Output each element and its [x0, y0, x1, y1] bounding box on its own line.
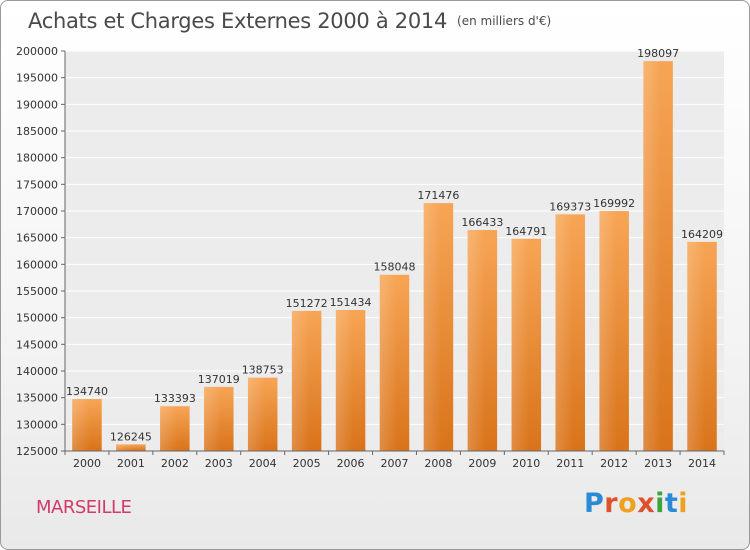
bar-highlight [511, 238, 542, 451]
data-label: 166433 [461, 216, 503, 229]
logo-letter-7: i [678, 488, 689, 519]
bar-highlight [204, 386, 234, 451]
logo-letter-4: x [637, 488, 656, 519]
y-axis: 125000 130000 135000 140000 145000 150000 1550… [16, 45, 66, 458]
logo-letter-2: r [604, 488, 619, 519]
y-tick-label: 175000 [16, 178, 58, 191]
x-tick-label: 2005 [293, 457, 321, 470]
y-tick-label: 135000 [16, 392, 58, 405]
logo-letter-5: i [655, 488, 665, 519]
x-tick-label: 2000 [73, 457, 101, 470]
data-label: 198097 [637, 47, 679, 60]
x-tick-label: 2014 [688, 457, 716, 470]
y-tick-label: 155000 [16, 285, 58, 298]
bars [72, 61, 717, 452]
y-tick-label: 150000 [16, 312, 58, 325]
data-label: 133393 [154, 392, 196, 405]
x-tick-label: 2003 [205, 457, 233, 470]
x-tick-label: 2001 [117, 457, 145, 470]
y-tick-label: 180000 [16, 152, 58, 165]
data-label: 169373 [549, 200, 591, 213]
city-name: MARSEILLE [36, 497, 132, 518]
y-tick-label: 125000 [16, 445, 58, 458]
bar-highlight [555, 214, 585, 451]
y-tick-label: 195000 [16, 72, 58, 85]
bar-highlight [423, 203, 454, 451]
data-label: 164209 [681, 228, 723, 241]
bar-highlight [599, 211, 629, 451]
data-label: 126245 [110, 430, 152, 443]
data-label: 171476 [417, 189, 459, 202]
data-label: 164791 [505, 225, 547, 238]
bar-highlight [160, 406, 190, 451]
data-label: 138753 [242, 364, 284, 377]
bar-highlight [247, 377, 278, 451]
bar-highlight [643, 61, 673, 452]
data-label: 169992 [593, 197, 635, 210]
y-tick-label: 140000 [16, 365, 58, 378]
data-label: 137019 [198, 373, 240, 386]
y-tick-label: 145000 [16, 338, 58, 351]
chart-title: Achats et Charges Externes 2000 à 2014 [28, 9, 448, 33]
y-tick-label: 170000 [16, 205, 58, 218]
x-tick-label: 2007 [381, 457, 409, 470]
y-tick-label: 160000 [16, 258, 58, 271]
data-label: 151434 [330, 296, 372, 309]
data-label: 151272 [286, 297, 328, 310]
logo-letter-6: t [664, 488, 679, 519]
y-tick-label: 165000 [16, 232, 58, 245]
bar-highlight [335, 310, 366, 451]
x-tick-label: 2002 [161, 457, 189, 470]
x-tick-label: 2011 [556, 457, 584, 470]
proxiti-logo: Proxiti [584, 488, 688, 519]
logo-letter-3: o [618, 488, 638, 519]
bar-highlight [379, 274, 410, 451]
chart-unit-note: (en milliers d'€) [457, 14, 552, 28]
x-tick-label: 2010 [512, 457, 540, 470]
x-axis: 2000 2001 2002 2003 2004 2005 2006 2007 2008 2009… [64, 450, 725, 470]
bar-highlight [116, 444, 146, 451]
x-tick-label: 2004 [249, 457, 277, 470]
data-label: 134740 [66, 385, 108, 398]
chart-title-block: Achats et Charges Externes 2000 à 2014 (e… [28, 9, 551, 33]
x-tick-label: 2012 [600, 457, 628, 470]
bar-highlight [467, 230, 498, 451]
y-tick-label: 130000 [16, 418, 58, 431]
x-tick-label: 2008 [424, 457, 452, 470]
y-tick-label: 190000 [16, 98, 58, 111]
bar-highlight [291, 310, 322, 451]
y-tick-label: 185000 [16, 125, 58, 138]
x-tick-label: 2013 [644, 457, 672, 470]
bar-highlight [687, 241, 717, 451]
data-label: 158048 [374, 261, 416, 274]
x-tick-label: 2006 [337, 457, 365, 470]
y-tick-label: 200000 [16, 45, 58, 58]
bar-highlight [72, 399, 102, 451]
x-tick-label: 2009 [468, 457, 496, 470]
logo-letter-1: P [584, 488, 605, 519]
